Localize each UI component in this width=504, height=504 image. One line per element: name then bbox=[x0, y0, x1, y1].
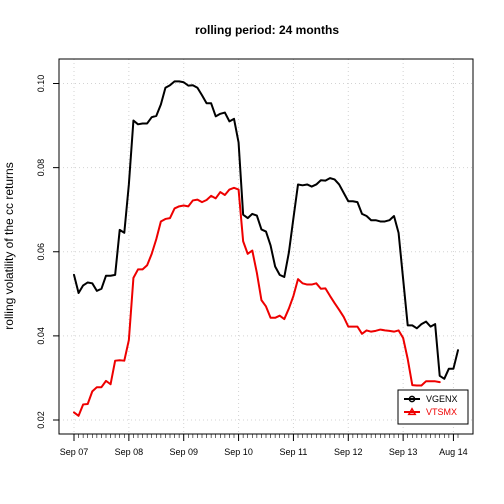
legend-label-vgenx: VGENX bbox=[426, 394, 458, 404]
x-tick-label: Sep 07 bbox=[60, 447, 89, 457]
x-tick-label: Sep 11 bbox=[279, 447, 307, 457]
x-tick-label: Sep 13 bbox=[389, 447, 418, 457]
y-axis-label: rolling volatility of the cc returns bbox=[2, 162, 16, 329]
legend-marker-triangle-icon bbox=[407, 407, 417, 416]
x-tick-label: Aug 14 bbox=[439, 447, 468, 457]
y-tick-label: 0.02 bbox=[36, 411, 46, 429]
x-tick-label: Sep 10 bbox=[224, 447, 253, 457]
legend: VGENX VTSMX bbox=[397, 389, 469, 425]
legend-label-vtsmx: VTSMX bbox=[426, 407, 457, 417]
y-tick-label: 0.06 bbox=[36, 243, 46, 261]
series-layer bbox=[73, 80, 459, 417]
chart-title: rolling period: 24 months bbox=[195, 23, 339, 37]
x-tick-label: Sep 08 bbox=[115, 447, 144, 457]
x-axis: Sep 07 Sep 08 Sep 09 Sep 10 Sep 11 Sep 12 Sep … bbox=[60, 434, 468, 457]
series-line-vtsmx bbox=[73, 186, 441, 417]
series-line-vgenx bbox=[73, 80, 459, 380]
legend-box bbox=[397, 389, 469, 425]
legend-marker-circle-icon bbox=[408, 395, 416, 403]
y-axis: 0.02 0.04 0.06 0.08 0.10 bbox=[36, 75, 59, 429]
y-tick-label: 0.04 bbox=[36, 327, 46, 345]
y-tick-label: 0.08 bbox=[36, 159, 46, 177]
grid-lines bbox=[59, 59, 473, 434]
x-tick-label: Sep 09 bbox=[169, 447, 198, 457]
legend-item-vgenx: VGENX bbox=[404, 394, 458, 404]
legend-item-vtsmx: VTSMX bbox=[404, 407, 457, 417]
x-tick-label: Sep 12 bbox=[334, 447, 363, 457]
y-tick-label: 0.10 bbox=[36, 75, 46, 93]
